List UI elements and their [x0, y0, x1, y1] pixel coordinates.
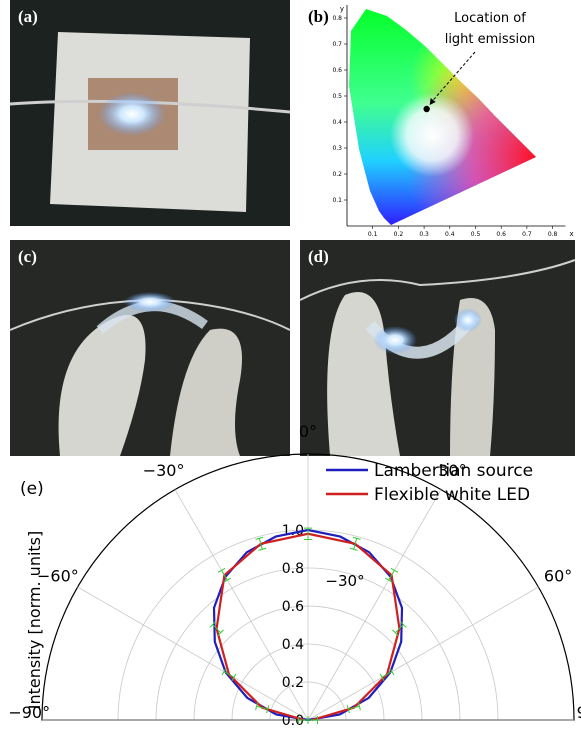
polar-frame: [41, 453, 575, 721]
error-bar: [255, 536, 267, 551]
polar-bg: [0, 458, 581, 740]
error-bar: [349, 536, 361, 551]
annotation: Location of: [454, 11, 526, 26]
theta-tick-label: −30°: [143, 461, 185, 480]
x-tick-label: 0.3: [419, 231, 429, 238]
legend-label: Flexible white LED: [374, 485, 530, 505]
error-bar: [379, 667, 395, 681]
photo-d: [299, 240, 576, 456]
photo-a: [9, 0, 291, 226]
grid-spoke: [307, 489, 442, 721]
panel-label: (c): [18, 247, 37, 266]
y-tick-label: 0.4: [332, 119, 342, 126]
x-tick-label: 0.2: [394, 231, 404, 238]
panel-label: (e): [20, 479, 44, 499]
error-bar: [307, 716, 318, 724]
x-tick-label: 0.4: [445, 231, 455, 238]
y-tick-label: 0.8: [332, 15, 342, 22]
legend-label: Lambertian source: [374, 461, 533, 481]
x-tick-label: 0.6: [496, 231, 506, 238]
x-tick-label: 0.5: [471, 231, 481, 238]
theta-tick-label: 60°: [544, 567, 572, 586]
r-tick-label: 0.4: [282, 637, 304, 653]
y-tick-label: 0.7: [332, 41, 342, 48]
theta-tick-label: 30°: [438, 461, 466, 480]
error-bar: [385, 567, 399, 583]
theta-tick-label: −90°: [8, 703, 50, 722]
panel-label: (a): [18, 7, 38, 26]
annotation-arrow: [430, 51, 476, 104]
error-bar: [255, 702, 270, 714]
error-bar: [217, 567, 231, 583]
error-bar: [221, 667, 237, 681]
grid-spoke: [307, 586, 539, 721]
y-axis-label: y: [340, 5, 344, 13]
arrow-head: [429, 98, 436, 105]
error-bar: [304, 527, 312, 540]
x-tick-label: 0.1: [368, 231, 378, 238]
y-tick-label: 0.3: [332, 145, 342, 152]
annotation: light emission: [445, 32, 536, 47]
point: [423, 105, 430, 113]
photo-c: [9, 240, 291, 456]
y-tick-label: 0.6: [332, 67, 342, 74]
error-bar: [209, 621, 224, 636]
theta-tick-label: −60°: [37, 567, 79, 586]
x-tick-label: 0.8: [548, 231, 558, 238]
r-tick-label: 0.8: [282, 561, 304, 577]
error-bar: [346, 702, 361, 714]
r-tick-label: 0.6: [282, 599, 304, 615]
grid-spoke: [174, 489, 309, 721]
panel-label: (b): [308, 7, 329, 26]
r-tick-label: 0.2: [282, 675, 304, 691]
x-axis-label: x: [569, 230, 573, 238]
panel-label: (d): [308, 247, 329, 266]
grid-spoke: [77, 586, 309, 721]
y-tick-label: 0.1: [332, 197, 342, 204]
theta-tick-label: 90°: [577, 703, 581, 722]
y-axis-label: Intensity [norm. units]: [25, 531, 44, 710]
error-bar: [392, 621, 407, 636]
annotation: −30°: [325, 572, 364, 590]
y-tick-label: 0.2: [332, 171, 342, 178]
y-tick-label: 0.5: [332, 93, 342, 100]
x-tick-label: 0.7: [522, 231, 532, 238]
theta-tick-label: 0°: [299, 422, 317, 441]
